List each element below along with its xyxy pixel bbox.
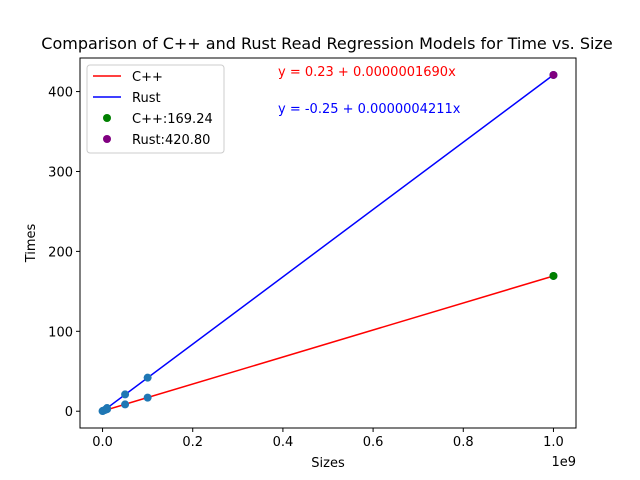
highlight-point-cpp	[549, 271, 558, 280]
data-point	[121, 400, 130, 409]
highlight-point-rust	[549, 70, 558, 79]
legend-cpp-point-swatch	[103, 114, 111, 122]
x-tick-label: 0.8	[453, 435, 474, 450]
x-tick-label: 1.0	[543, 435, 564, 450]
y-tick-label: 0	[65, 405, 73, 420]
regression-line-cpp	[102, 275, 554, 412]
chart-title: Comparison of C++ and Rust Read Regressi…	[41, 34, 612, 53]
y-tick-label: 100	[48, 325, 73, 340]
x-tick-label: 0.6	[363, 435, 384, 450]
data-point	[103, 404, 112, 413]
rust-equation-annotation: y = -0.25 + 0.0000004211x	[278, 102, 461, 117]
y-tick-label: 400	[48, 86, 73, 101]
legend-rust-point-swatch	[103, 135, 111, 143]
legend-rust-label: Rust	[132, 91, 161, 106]
data-point	[121, 390, 130, 399]
x-tick-label: 0.0	[92, 435, 113, 450]
legend-box	[86, 64, 225, 154]
axis-ticks: 0.0 0.2 0.4 0.6 0.8 1.0 0 100 200 300 400	[48, 86, 564, 450]
data-point	[143, 373, 152, 382]
y-axis-label: Times	[24, 223, 39, 263]
regression-line-rust	[102, 74, 554, 413]
data-point	[143, 393, 152, 402]
legend-cpp-point-label: C++:169.24	[132, 112, 213, 127]
y-tick-label: 200	[48, 245, 73, 260]
x-tick-label: 0.4	[273, 435, 294, 450]
axes-frame	[79, 57, 577, 429]
cpp-equation-annotation: y = 0.23 + 0.0000001690x	[278, 65, 456, 80]
legend-rust-point-label: Rust:420.80	[132, 133, 210, 148]
x-tick-label: 0.2	[182, 435, 203, 450]
x-axis-label: Sizes	[311, 456, 345, 471]
legend: C++ Rust C++:169.24 Rust:420.80	[86, 64, 225, 154]
plot-area	[98, 70, 558, 416]
x-offset-text: 1e9	[551, 455, 576, 470]
y-tick-label: 300	[48, 165, 73, 180]
legend-cpp-label: C++	[132, 70, 163, 85]
